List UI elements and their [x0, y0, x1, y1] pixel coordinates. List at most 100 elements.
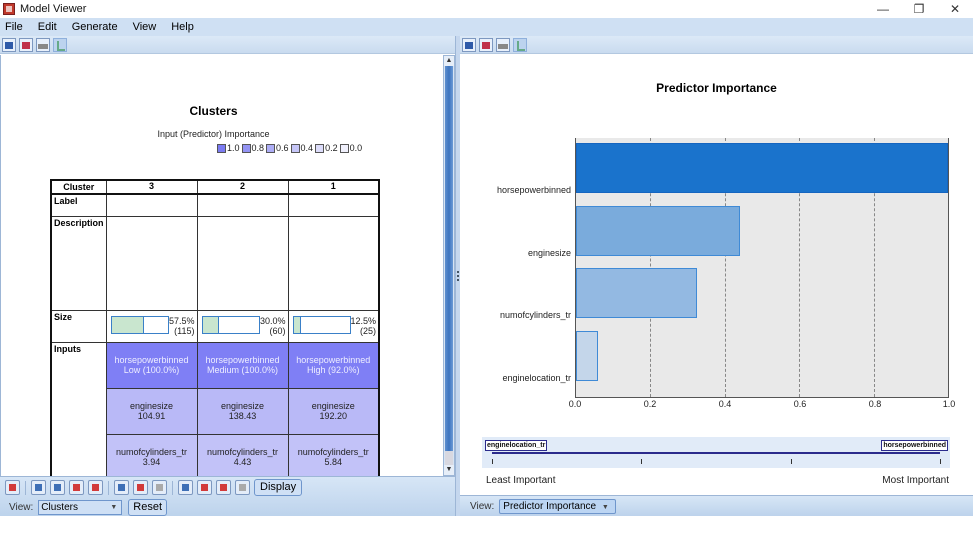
- legend-swatch: [217, 143, 226, 153]
- gridline: [873, 138, 875, 397]
- importance-slider[interactable]: enginelocation_tr horsepowerbinned: [482, 437, 950, 468]
- x-tick: 0.0: [568, 399, 582, 409]
- print-icon[interactable]: [496, 37, 510, 52]
- bar-numofcylinders-tr[interactable]: [576, 268, 697, 318]
- print-icon[interactable]: [36, 37, 50, 52]
- input-cell[interactable]: enginesize 138.43: [196, 387, 289, 435]
- copy-data-icon[interactable]: [479, 37, 493, 52]
- cluster-column-header[interactable]: 2: [196, 179, 289, 195]
- copy-chart-icon[interactable]: [462, 37, 476, 52]
- view-select[interactable]: Predictor Importance ▼: [499, 498, 616, 514]
- size-fill: [293, 316, 301, 333]
- grid-view-icon[interactable]: [31, 480, 46, 495]
- menu-file[interactable]: File: [5, 21, 23, 33]
- display-button[interactable]: Display: [254, 479, 303, 496]
- menu-view[interactable]: View: [132, 21, 157, 33]
- legend-swatch: [315, 143, 325, 153]
- input-cell[interactable]: enginesize 192.20: [287, 387, 380, 435]
- clusters-view: Clusters Input (Predictor) Importance 1.…: [0, 55, 443, 481]
- inputs-row: Inputs horsepowerbinned Low (100.0%) hors…: [50, 341, 380, 481]
- description-cell: [196, 215, 289, 311]
- slider-max-handle[interactable]: horsepowerbinned: [881, 440, 948, 451]
- scroll-thumb[interactable]: [445, 66, 453, 451]
- copy-chart-icon[interactable]: [2, 37, 16, 52]
- x-tick: 0.4: [718, 399, 732, 409]
- size-bar: [201, 315, 260, 334]
- input-cell[interactable]: horsepowerbinned Medium (100.0%): [196, 341, 289, 389]
- size-fill: [202, 316, 220, 333]
- close-button[interactable]: ✕: [949, 2, 961, 16]
- clusters-title: Clusters: [189, 104, 238, 118]
- bar-horsepowerbinned[interactable]: [576, 143, 948, 193]
- sort-by-name-icon[interactable]: [152, 480, 167, 495]
- legend-label: 0.6: [276, 143, 289, 153]
- show-percent-icon[interactable]: [178, 480, 193, 495]
- distribution-icon[interactable]: [197, 480, 212, 495]
- bar-enginesize[interactable]: [576, 206, 740, 256]
- slider-min-handle[interactable]: enginelocation_tr: [485, 440, 548, 451]
- input-cell[interactable]: numofcylinders_tr 4.43: [196, 433, 289, 481]
- menu-generate[interactable]: Generate: [71, 21, 118, 33]
- separator: [108, 480, 109, 495]
- input-cell[interactable]: numofcylinders_tr 5.84: [287, 433, 380, 481]
- input-cell[interactable]: numofcylinders_tr 3.94: [105, 433, 198, 481]
- view-select-value: Predictor Importance: [503, 500, 597, 512]
- copy-data-icon[interactable]: [19, 37, 33, 52]
- row-label: Inputs: [50, 341, 107, 481]
- input-cell[interactable]: enginesize 104.91: [105, 387, 198, 435]
- transpose-icon[interactable]: [5, 480, 20, 495]
- window-title: Model Viewer: [20, 3, 87, 15]
- tree-icon[interactable]: [53, 37, 67, 52]
- y-axis-label: horsepowerbinned: [496, 185, 571, 195]
- scroll-down-icon[interactable]: ▼: [444, 465, 454, 475]
- x-tick: 0.2: [643, 399, 657, 409]
- cluster-header: Cluster: [50, 179, 107, 195]
- slider-track[interactable]: [492, 452, 940, 454]
- size-row: Size 57.5% (115) 30.0% (60) 12.5% (25): [50, 309, 380, 343]
- most-important-label: Most Important: [882, 475, 949, 486]
- sort-az-icon[interactable]: [69, 480, 84, 495]
- input-cell[interactable]: horsepowerbinned Low (100.0%): [105, 341, 198, 389]
- inputs-row: enginesize 104.91 enginesize 138.43 engine…: [51, 387, 380, 435]
- cluster-column-header[interactable]: 3: [105, 179, 198, 195]
- legend-label: 0.8: [251, 143, 265, 153]
- label-cell: [105, 193, 198, 217]
- scroll-track[interactable]: [445, 451, 453, 465]
- legend-label: 1.0: [227, 143, 240, 153]
- size-text: 30.0% (60): [259, 315, 286, 336]
- menu-help[interactable]: Help: [171, 21, 194, 33]
- separator: [25, 480, 26, 495]
- size-fill: [111, 316, 144, 333]
- move-column-icon[interactable]: [88, 480, 103, 495]
- legend-item: 0.6: [266, 143, 289, 153]
- left-toolbar: [0, 36, 458, 54]
- cluster-column-header[interactable]: 1: [287, 179, 380, 195]
- importance-legend: 1.0 0.8 0.6 0.4 0.2 0.0: [217, 143, 364, 153]
- menu-edit[interactable]: Edit: [37, 21, 57, 33]
- label-cell: [287, 193, 380, 217]
- restore-button[interactable]: ❐: [913, 2, 925, 16]
- label-cell: [196, 193, 289, 217]
- tree-icon[interactable]: [513, 37, 527, 52]
- minimize-button[interactable]: —: [877, 2, 889, 16]
- view-select[interactable]: Clusters ▼: [38, 500, 123, 515]
- input-cell[interactable]: horsepowerbinned High (92.0%): [287, 341, 380, 389]
- y-axis-label: numofcylinders_tr: [499, 310, 571, 320]
- scroll-up-icon[interactable]: ▲: [444, 56, 454, 66]
- reset-button[interactable]: Reset: [128, 499, 168, 516]
- slider-tick: [492, 459, 493, 464]
- sort-by-cluster-icon[interactable]: [133, 480, 148, 495]
- clusters-pane: Clusters Input (Predictor) Importance 1.…: [0, 36, 458, 516]
- right-toolbar: [460, 36, 973, 54]
- vertical-scrollbar[interactable]: ▲ ▼: [443, 55, 455, 476]
- pane-splitter[interactable]: [455, 36, 460, 516]
- bar-enginelocation-tr[interactable]: [576, 331, 599, 381]
- cells-icon[interactable]: [235, 480, 250, 495]
- sort-by-importance-icon[interactable]: [114, 480, 129, 495]
- importance-bottom-toolbar: View: Predictor Importance ▼: [460, 495, 973, 516]
- distribution-alt-icon[interactable]: [216, 480, 231, 495]
- row-label: Description: [50, 215, 107, 311]
- app-icon: [3, 3, 15, 15]
- split-view-icon[interactable]: [50, 480, 65, 495]
- chart-title: Predictor Importance: [656, 81, 777, 95]
